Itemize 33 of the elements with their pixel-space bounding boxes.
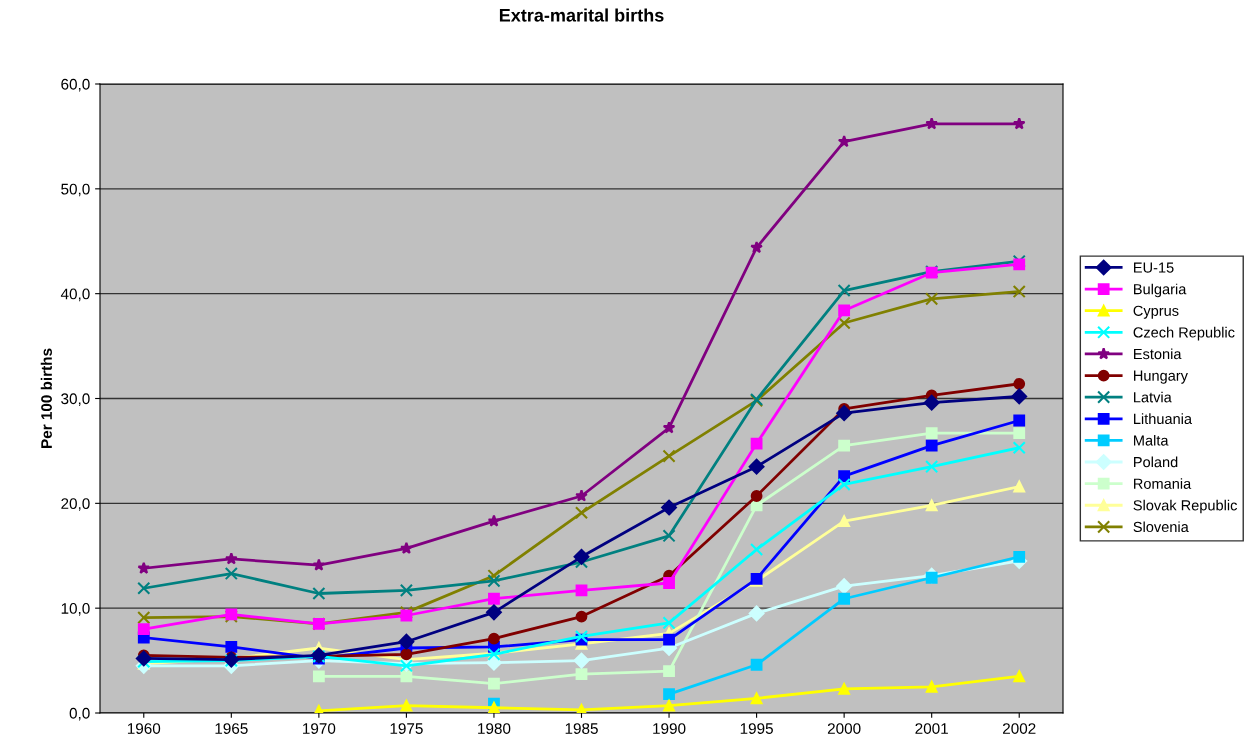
x-tick-label: 1995 [740, 723, 773, 734]
legend-label: Lithuania [1134, 413, 1193, 425]
legend-label: Bulgaria [1134, 283, 1187, 298]
x-tick-label: 1975 [390, 723, 423, 734]
x-tick-label: 1965 [215, 723, 248, 734]
y-tick-label: 20,0 [61, 498, 90, 511]
y-tick-label: 0,0 [69, 707, 90, 721]
legend-label: Hungary [1134, 370, 1188, 384]
x-tick-label: 2001 [915, 723, 948, 734]
x-tick-label: 1970 [303, 723, 336, 734]
x-tick-label: 1990 [653, 723, 686, 734]
y-axis-title: Per 100 births [40, 348, 52, 448]
chart-title: Extra-marital births [499, 8, 664, 22]
legend-label: Romania [1134, 478, 1192, 489]
legend-label: Malta [1134, 434, 1169, 446]
x-tick-label: 2002 [1003, 723, 1036, 734]
legend-label: Estonia [1134, 348, 1182, 360]
legend-label: Poland [1134, 456, 1178, 468]
y-tick-label: 40,0 [60, 288, 90, 302]
x-tick-label: 1960 [127, 723, 161, 734]
legend-label: Latvia [1134, 391, 1172, 403]
legend-label: Cyprus [1133, 305, 1179, 319]
x-tick-label: 2000 [827, 723, 861, 734]
legend-label: Slovak Republic [1133, 499, 1238, 514]
y-tick-label: 30,0 [61, 393, 90, 406]
legend-label: EU-15 [1134, 262, 1174, 273]
legend-label: Czech Republic [1133, 326, 1235, 341]
y-tick-label: 10,0 [61, 603, 90, 616]
x-tick-label: 1980 [478, 723, 511, 734]
x-tick-label: 1985 [565, 723, 598, 734]
y-tick-label: 60,0 [61, 78, 90, 92]
legend-label: Slovenia [1133, 521, 1189, 533]
y-tick-label: 50,0 [61, 183, 90, 197]
